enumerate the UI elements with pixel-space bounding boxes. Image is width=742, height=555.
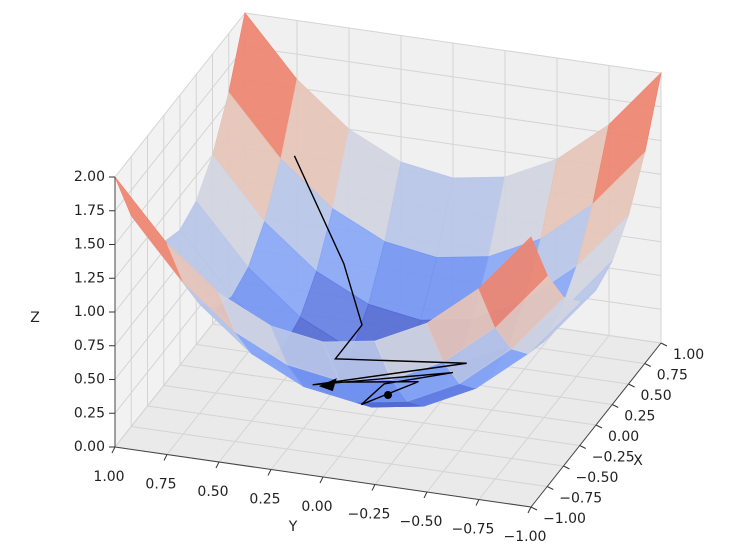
tick-mark bbox=[475, 499, 480, 506]
y-tick-label: 0.50 bbox=[197, 484, 228, 500]
x-tick-label: −1.00 bbox=[543, 511, 586, 527]
y-tick-label: −1.00 bbox=[504, 529, 547, 545]
minimum-point bbox=[384, 391, 392, 399]
x-tick-label: 1.00 bbox=[673, 347, 704, 363]
tick-mark bbox=[644, 363, 651, 367]
z-tick-label: 0.00 bbox=[74, 439, 105, 455]
x-axis-label: X bbox=[633, 453, 643, 469]
z-tick-label: 2.00 bbox=[74, 169, 105, 185]
tick-mark bbox=[547, 486, 554, 490]
tick-mark bbox=[660, 342, 668, 347]
x-tick-label: −0.50 bbox=[576, 470, 619, 486]
x-tick-label: −0.25 bbox=[592, 450, 635, 466]
z-tick-label: 1.00 bbox=[74, 304, 105, 320]
x-tick-label: 0.00 bbox=[608, 429, 639, 445]
tick-mark bbox=[371, 484, 376, 491]
trajectory bbox=[293, 155, 467, 406]
y-axis-label: Y bbox=[288, 519, 298, 535]
x-tick-label: 0.50 bbox=[641, 388, 672, 404]
y-tick-label: 0.00 bbox=[301, 499, 332, 515]
tick-mark bbox=[267, 469, 272, 476]
z-axis-label: Z bbox=[30, 310, 40, 326]
grid-line bbox=[426, 327, 558, 493]
x-tick-label: 0.25 bbox=[624, 409, 655, 425]
grid-line bbox=[244, 12, 662, 74]
tick-mark bbox=[595, 424, 603, 429]
tick-mark bbox=[612, 404, 619, 408]
y-tick-label: −0.75 bbox=[452, 522, 495, 538]
tick-mark bbox=[579, 445, 586, 449]
axis-line bbox=[114, 446, 532, 508]
z-tick-label: 1.25 bbox=[74, 270, 105, 286]
x-tick-label: 0.75 bbox=[657, 368, 688, 384]
z-tick-label: 1.75 bbox=[74, 203, 105, 219]
tick-mark bbox=[527, 506, 532, 514]
y-tick-label: 1.00 bbox=[93, 469, 124, 485]
z-tick-label: 0.75 bbox=[74, 338, 105, 354]
surface-face bbox=[478, 236, 548, 328]
axes: −1.00 −0.75 −0.50 −0.25 0.00 0.25 0.50 0.75 1.00… bbox=[74, 169, 704, 545]
tick-mark bbox=[423, 491, 428, 499]
axis-line bbox=[530, 342, 662, 508]
y-tick-label: −0.50 bbox=[400, 514, 443, 530]
tick-mark bbox=[163, 454, 168, 461]
y-tick-label: 0.75 bbox=[145, 477, 176, 493]
tick-mark bbox=[319, 476, 324, 484]
surface bbox=[114, 12, 662, 408]
tick-mark bbox=[530, 506, 538, 511]
z-tick-label: 1.50 bbox=[74, 237, 105, 253]
x-tick-label: −0.75 bbox=[559, 491, 602, 507]
tick-mark bbox=[628, 383, 635, 388]
tick-mark bbox=[215, 461, 220, 469]
trajectory-arrow bbox=[318, 378, 337, 392]
grid-line bbox=[244, 46, 662, 108]
z-tick-label: 0.50 bbox=[74, 372, 105, 388]
grid-line bbox=[478, 335, 610, 500]
z-tick-label: 0.25 bbox=[74, 405, 105, 421]
grid-line bbox=[244, 80, 662, 141]
tick-mark bbox=[111, 446, 116, 454]
tick-mark bbox=[563, 465, 570, 470]
grid-line bbox=[114, 46, 246, 212]
trajectory-line bbox=[293, 155, 467, 406]
grid-line bbox=[114, 12, 246, 178]
y-tick-label: 0.25 bbox=[249, 492, 280, 508]
y-tick-label: −0.25 bbox=[348, 507, 391, 523]
